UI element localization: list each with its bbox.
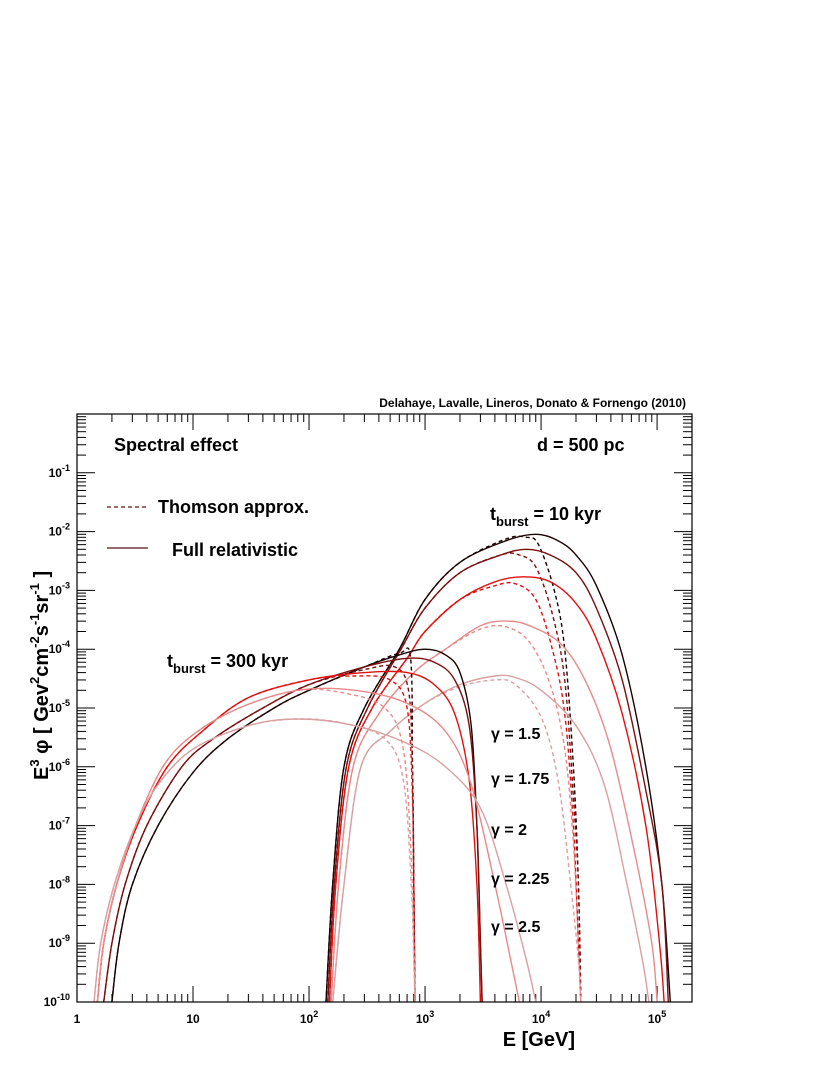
axis-ticks: [76, 414, 693, 1003]
gamma-label-4: γ = 2.25: [491, 871, 549, 888]
plot-frame: [76, 413, 693, 1003]
gamma-label-3: γ = 2: [491, 822, 527, 839]
series-line-young-7: [330, 624, 582, 1002]
series-curves: [93, 533, 671, 1002]
series-line-old-5: [96, 675, 416, 1002]
credit-text: Delahaye, Lavalle, Lineros, Donato & For…: [379, 396, 686, 410]
gamma-label-1: γ = 1.5: [491, 726, 540, 743]
x-tick-label: 104: [532, 1009, 550, 1026]
legend: Thomson approx. Full relativistic: [107, 497, 309, 560]
series-line-old-4: [96, 670, 482, 1002]
series-line-young-5: [328, 581, 582, 1002]
series-line-young-2: [327, 548, 669, 1002]
series-line-old-6: [96, 687, 521, 1002]
y-tick-label: 10-2: [49, 522, 70, 539]
gamma-label-2: γ = 1.75: [491, 771, 549, 788]
y-tick-label: 10-8: [49, 874, 70, 891]
annotation-t-burst-young: tburst = 10 kyr: [490, 504, 601, 529]
x-tick-label: 103: [416, 1009, 434, 1026]
x-tick-label: 102: [300, 1009, 318, 1026]
x-tick-labels: 1 10 102 103 104 105: [74, 1009, 667, 1026]
series-line-young-9: [332, 678, 582, 1002]
y-tick-labels: 10-10 10-9 10-8 10-7 10-6 10-5 10-4 10-3 10-2 10-…: [44, 463, 70, 1009]
series-line-old-8: [93, 718, 537, 1002]
series-line-young-6: [330, 620, 658, 1002]
x-axis-title: E [GeV]: [503, 1029, 575, 1051]
y-tick-label: 10-4: [49, 639, 70, 656]
y-tick-label: 10-10: [44, 992, 70, 1009]
y-tick-label: 10-5: [49, 698, 70, 715]
x-tick-label: 1: [74, 1012, 81, 1026]
plot-area: [76, 413, 693, 1003]
legend-label-relativistic: Full relativistic: [172, 540, 298, 560]
series-line-old-2: [103, 657, 483, 1002]
gamma-label-5: γ = 2.5: [491, 919, 540, 936]
x-tick-label: 105: [648, 1009, 666, 1026]
y-axis-title: E3 φ [ Gev2cm-2s-1sr-1 ]: [27, 571, 53, 780]
y-tick-label: 10-7: [49, 816, 70, 833]
series-line-young-1: [325, 535, 582, 1002]
legend-label-thomson: Thomson approx.: [158, 497, 309, 517]
series-line-old-7: [96, 688, 416, 1002]
annotation-t-burst-old: tburst = 300 kyr: [167, 651, 288, 676]
annotation-distance: d = 500 pc: [537, 435, 625, 455]
series-line-old-3: [103, 664, 416, 1002]
series-line-old-9: [93, 718, 416, 1002]
y-tick-label: 10-3: [49, 580, 70, 597]
y-tick-label: 10-6: [49, 757, 70, 774]
annotation-spectral-effect: Spectral effect: [114, 435, 238, 455]
y-tick-label: 10-9: [49, 933, 70, 950]
series-line-old-1: [111, 647, 416, 1002]
y-tick-label: 10-1: [49, 463, 70, 480]
series-line-young-4: [328, 576, 665, 1002]
series-line-young-0: [325, 533, 671, 1002]
x-tick-label: 10: [186, 1012, 200, 1026]
